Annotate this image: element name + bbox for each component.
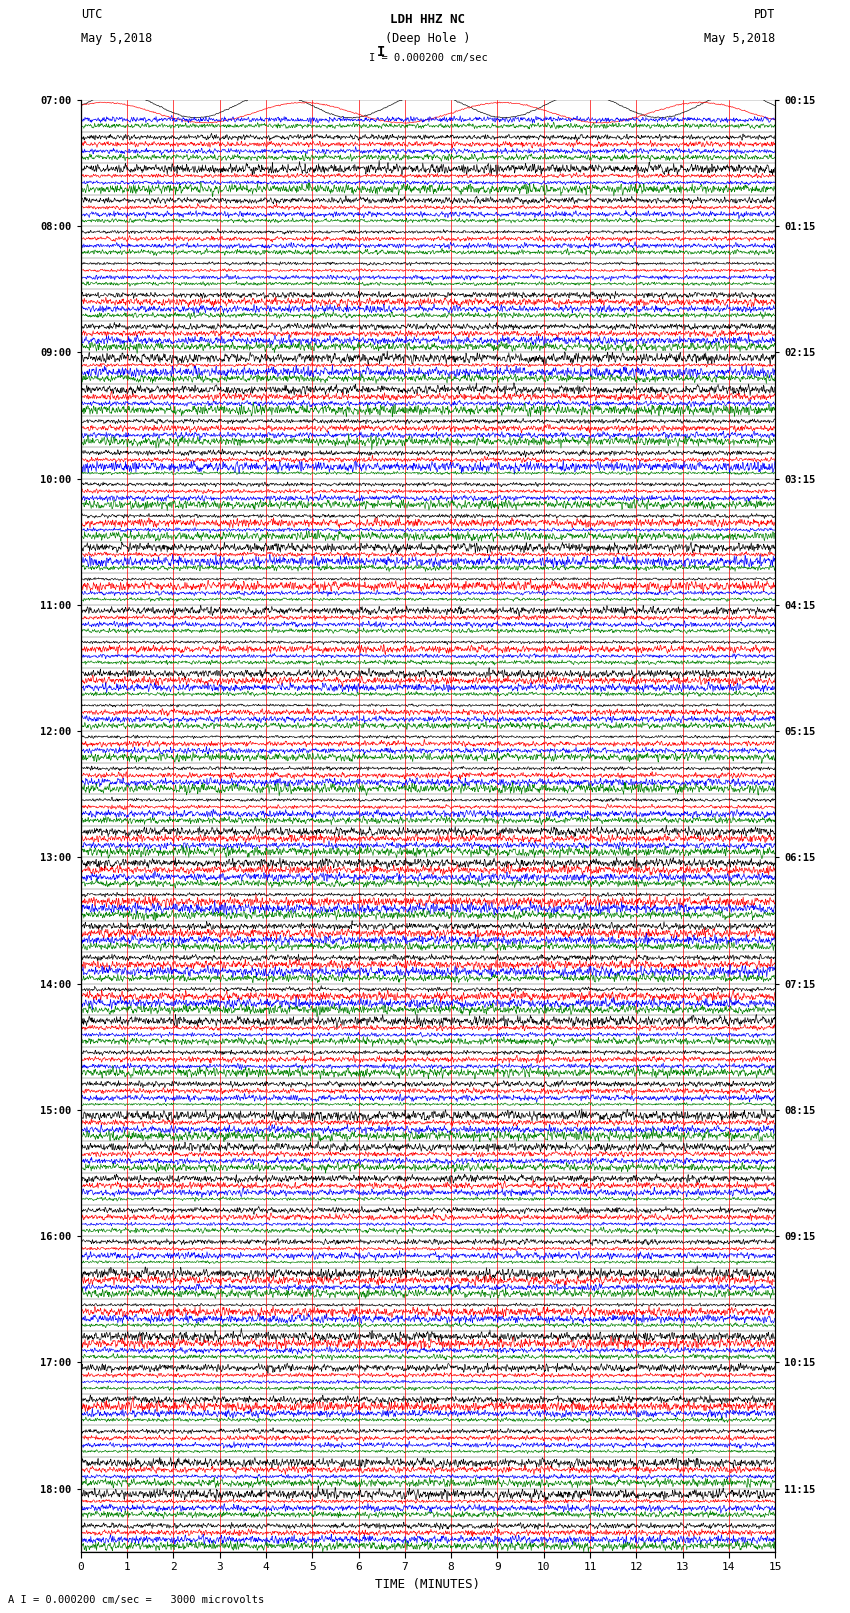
Text: May 5,2018: May 5,2018 <box>81 32 152 45</box>
Text: LDH HHZ NC: LDH HHZ NC <box>390 13 466 26</box>
Text: I = 0.000200 cm/sec: I = 0.000200 cm/sec <box>369 53 487 63</box>
X-axis label: TIME (MINUTES): TIME (MINUTES) <box>376 1578 480 1590</box>
Text: (Deep Hole ): (Deep Hole ) <box>385 32 471 45</box>
Text: PDT: PDT <box>754 8 775 21</box>
Text: A I = 0.000200 cm/sec =   3000 microvolts: A I = 0.000200 cm/sec = 3000 microvolts <box>8 1595 264 1605</box>
Text: UTC: UTC <box>81 8 102 21</box>
Text: May 5,2018: May 5,2018 <box>704 32 775 45</box>
Text: I: I <box>377 45 385 60</box>
